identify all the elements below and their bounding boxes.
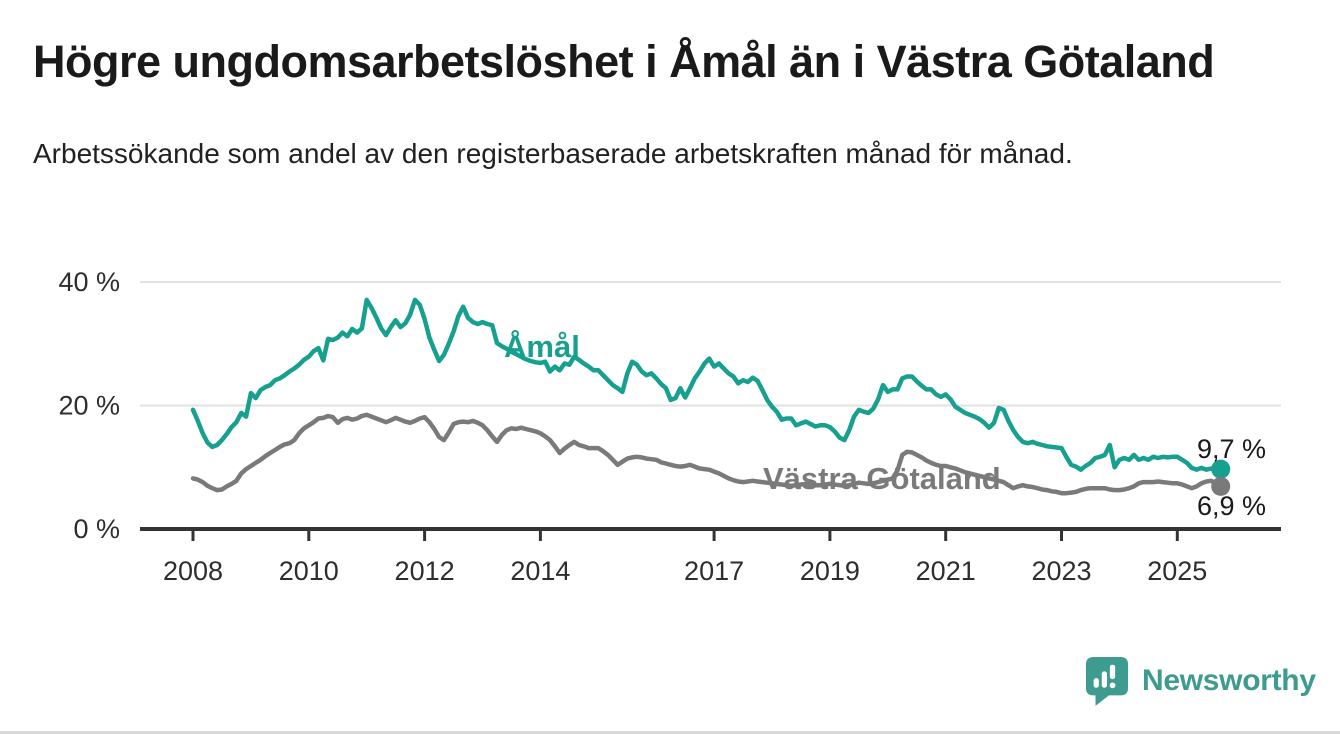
x-tick-label-2023: 2023 xyxy=(1031,556,1091,586)
newsworthy-logo-text: Newsworthy xyxy=(1142,664,1316,697)
page-subtitle: Arbetssökande som andel av den registerb… xyxy=(33,138,1073,169)
newsworthy-logo[interactable]: Newsworthy xyxy=(1084,655,1316,707)
gridlines xyxy=(140,281,1281,407)
x-tick-label-2017: 2017 xyxy=(684,556,744,586)
series-line-1 xyxy=(190,412,1223,496)
series-line-0 xyxy=(190,297,1223,472)
chart-labels: 0 % 20 % 40 % 2008 2010 2012 2014 2017 2019 2021 2… xyxy=(58,267,1266,586)
y-tick-label-0: 0 % xyxy=(73,514,120,544)
x-axis xyxy=(140,527,1281,541)
series-end-dot-1 xyxy=(1211,476,1231,496)
x-tick-label-2021: 2021 xyxy=(916,556,976,586)
y-tick-label-40: 40 % xyxy=(58,267,120,297)
series-end-dot-0 xyxy=(1211,459,1231,479)
newsworthy-logo-icon xyxy=(1085,657,1129,706)
series-lines xyxy=(190,297,1231,496)
page-title: Högre ungdomsarbetslöshet i Åmål än i Vä… xyxy=(33,36,1215,87)
x-tick-label-2025: 2025 xyxy=(1147,556,1207,586)
end-value-label-1: 6,9 % xyxy=(1197,491,1266,521)
x-tick-label-2008: 2008 xyxy=(163,556,223,586)
x-tick-label-2010: 2010 xyxy=(279,556,339,586)
x-tick-label-2014: 2014 xyxy=(510,556,570,586)
y-tick-label-20: 20 % xyxy=(58,391,120,421)
end-value-label-0: 9,7 % xyxy=(1197,434,1266,464)
series-label-1: Västra Götaland xyxy=(763,461,1001,496)
series-label-0: Åmål xyxy=(504,329,580,364)
x-tick-label-2012: 2012 xyxy=(395,556,455,586)
x-tick-label-2019: 2019 xyxy=(800,556,860,586)
